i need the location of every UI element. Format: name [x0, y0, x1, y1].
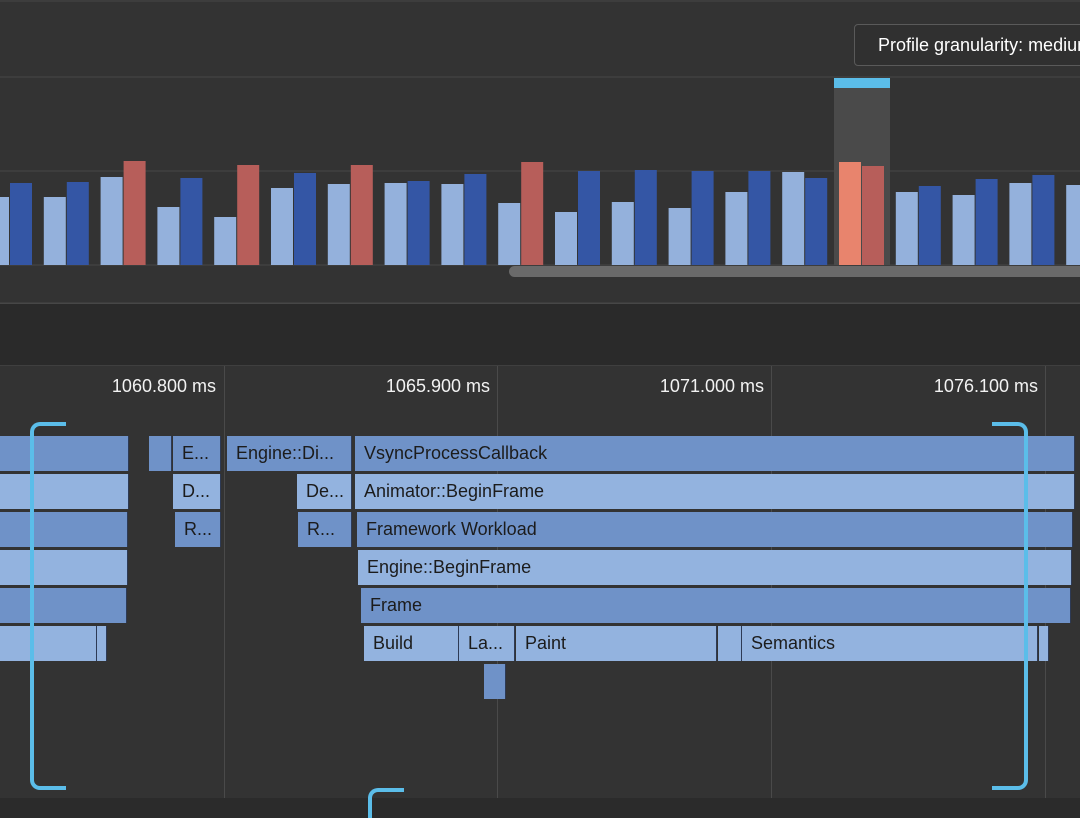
flame-event-bar[interactable]: Animator::BeginFrame	[355, 474, 1075, 509]
flame-event-bar-unlabeled[interactable]	[0, 474, 129, 509]
ui-time-bar[interactable]	[157, 207, 180, 265]
frame-chart-panel: Profile granularity: medium	[0, 0, 1080, 303]
flame-event-label: R...	[184, 519, 213, 539]
raster-time-bar[interactable]	[350, 165, 373, 265]
flame-event-bar[interactable]: D...	[173, 474, 221, 509]
next-frame-bracket	[368, 788, 404, 818]
flame-event-label: VsyncProcessCallback	[364, 443, 548, 463]
ui-time-bar[interactable]	[1009, 183, 1032, 265]
selected-frame-indicator	[834, 78, 890, 88]
flame-event-bar[interactable]: Frame	[361, 588, 1071, 623]
flame-event-bar-unlabeled[interactable]	[0, 512, 128, 547]
ui-time-bar[interactable]	[782, 172, 805, 265]
raster-time-bar[interactable]	[66, 182, 89, 265]
flame-event-label: Build	[373, 633, 414, 653]
raster-time-bar[interactable]	[294, 173, 316, 265]
profile-granularity-dropdown[interactable]: Profile granularity: medium	[854, 24, 1080, 66]
flame-event-bar-unlabeled[interactable]	[0, 626, 97, 661]
flame-event-label: Engine::Di...	[236, 443, 335, 463]
ui-time-bar[interactable]	[271, 188, 293, 265]
ui-time-bar[interactable]	[100, 177, 123, 265]
ui-time-bar[interactable]	[1066, 185, 1080, 265]
ui-time-bar[interactable]	[327, 184, 350, 265]
flame-event-bar-unlabeled[interactable]	[484, 664, 506, 699]
raster-time-bar[interactable]	[180, 178, 203, 265]
ui-time-bar[interactable]	[498, 203, 521, 265]
flame-event-bar[interactable]: De...	[297, 474, 352, 509]
ui-time-bar[interactable]	[0, 197, 9, 265]
chart-scrollbar-thumb[interactable]	[509, 266, 1080, 277]
frame-start-bracket	[30, 422, 66, 790]
ui-time-bar[interactable]	[214, 217, 237, 265]
flame-event-label: E...	[182, 443, 210, 463]
raster-time-bar[interactable]	[634, 170, 657, 265]
flame-event-bar[interactable]: R...	[298, 512, 352, 547]
timeline-tick-label: 1076.100 ms	[933, 376, 1038, 396]
flame-event-label: Engine::BeginFrame	[367, 557, 532, 577]
raster-time-bar[interactable]	[10, 183, 32, 265]
flame-event-bar-unlabeled[interactable]	[0, 436, 129, 471]
flame-event-bar-unlabeled[interactable]	[718, 626, 742, 661]
raster-time-bar[interactable]	[407, 181, 430, 265]
raster-time-bar[interactable]	[521, 162, 544, 265]
flame-event-bar[interactable]: Build	[364, 626, 459, 661]
flame-event-bar[interactable]: Semantics	[742, 626, 1038, 661]
flame-event-bar[interactable]: Engine::BeginFrame	[358, 550, 1072, 585]
flame-event-bar[interactable]: R...	[175, 512, 221, 547]
timeline-grid-line	[224, 366, 225, 798]
frame-bar-chart[interactable]	[0, 0, 1080, 303]
ui-time-bar[interactable]	[895, 192, 918, 265]
flame-event-label: Animator::BeginFrame	[364, 481, 545, 501]
ui-time-bar[interactable]	[384, 183, 407, 265]
raster-time-bar[interactable]	[464, 174, 487, 265]
raster-time-bar[interactable]	[237, 165, 260, 265]
flame-event-label: Paint	[525, 633, 567, 653]
ui-time-bar[interactable]	[725, 192, 748, 265]
flame-event-bar[interactable]: VsyncProcessCallback	[355, 436, 1075, 471]
flame-event-bar-unlabeled[interactable]	[97, 626, 107, 661]
timeline-tick-label: 1065.900 ms	[385, 376, 490, 396]
flame-event-label: Semantics	[751, 633, 836, 653]
ui-time-bar[interactable]	[952, 195, 975, 265]
flame-event-label: D...	[182, 481, 211, 501]
raster-time-bar[interactable]	[805, 178, 828, 265]
raster-time-bar[interactable]	[918, 186, 941, 265]
ui-time-bar[interactable]	[668, 208, 691, 265]
flame-event-bar-unlabeled[interactable]	[1039, 626, 1049, 661]
raster-time-bar[interactable]	[862, 166, 884, 265]
raster-time-bar[interactable]	[578, 171, 600, 265]
ui-time-bar[interactable]	[555, 212, 577, 265]
flame-event-bar-unlabeled[interactable]	[0, 588, 127, 623]
flame-event-label: R...	[307, 519, 336, 539]
flame-event-bar[interactable]: Framework Workload	[357, 512, 1073, 547]
raster-time-bar[interactable]	[748, 171, 771, 265]
flame-event-bar[interactable]: Paint	[516, 626, 717, 661]
flame-event-label: De...	[306, 481, 345, 501]
raster-time-bar[interactable]	[975, 179, 998, 265]
flame-event-bar-unlabeled[interactable]	[149, 436, 172, 471]
timeline-flame-chart[interactable]: 1060.800 ms 1065.900 ms 1071.000 ms 1076.10…	[0, 365, 1080, 818]
timeline-tick-label: 1060.800 ms	[111, 376, 216, 396]
flame-event-bar[interactable]: E...	[173, 436, 221, 471]
flame-event-label: Framework Workload	[366, 519, 537, 539]
ui-time-bar[interactable]	[611, 202, 634, 265]
flame-event-bar[interactable]: La...	[459, 626, 515, 661]
frame-end-bracket	[992, 422, 1028, 790]
raster-time-bar[interactable]	[1032, 175, 1055, 265]
panel-divider	[0, 0, 1080, 2]
flame-event-label: La...	[468, 633, 504, 653]
chart-footer-band	[0, 303, 1080, 366]
ui-time-bar[interactable]	[441, 184, 464, 265]
ui-time-bar[interactable]	[43, 197, 66, 265]
raster-time-bar[interactable]	[123, 161, 146, 265]
flame-event-bar-unlabeled[interactable]	[0, 550, 128, 585]
timeline-tick-label: 1071.000 ms	[659, 376, 764, 396]
flame-event-bar[interactable]: Engine::Di...	[227, 436, 352, 471]
raster-time-bar[interactable]	[691, 171, 714, 265]
flame-event-label: Frame	[370, 595, 423, 615]
ui-time-bar[interactable]	[839, 162, 861, 265]
